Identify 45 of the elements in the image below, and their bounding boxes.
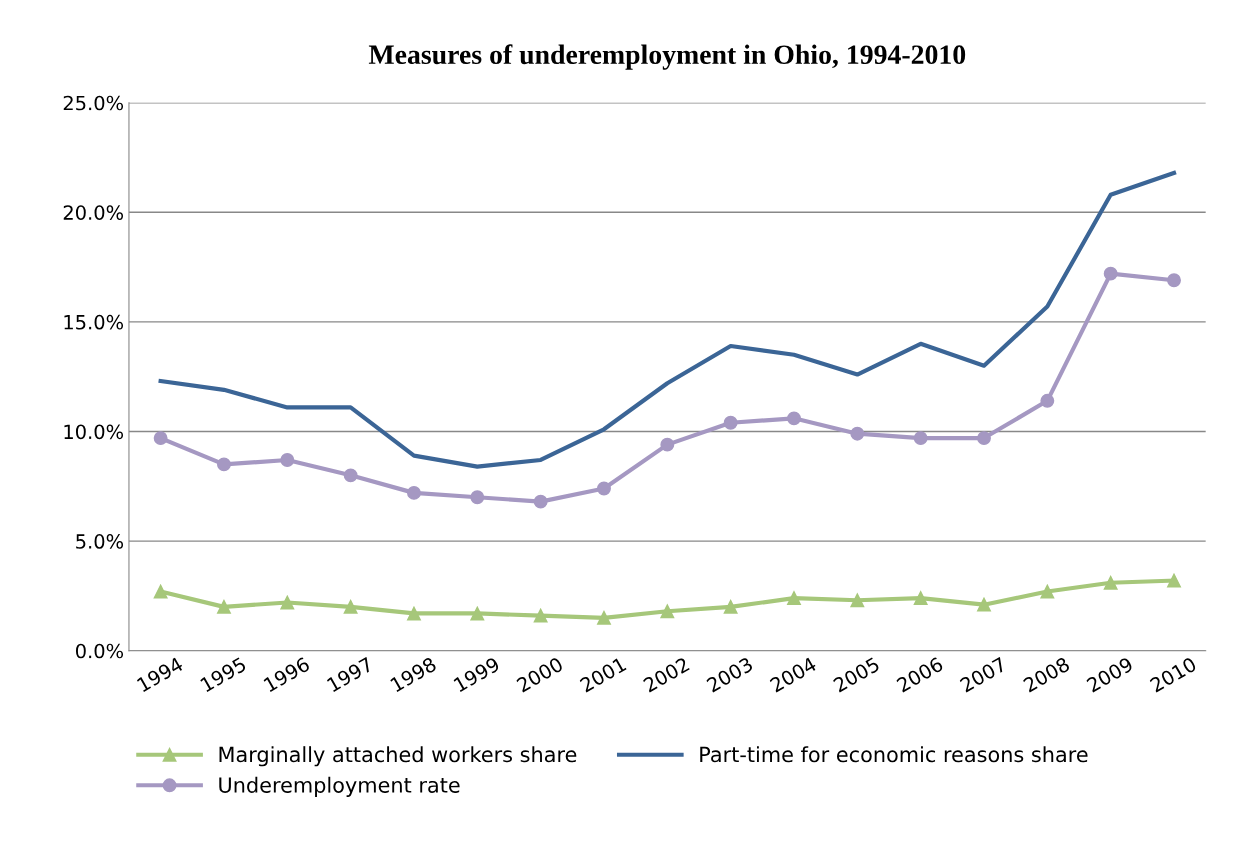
point — [597, 610, 611, 625]
point — [787, 591, 801, 606]
point — [470, 490, 485, 505]
point — [1103, 575, 1118, 590]
point — [660, 604, 675, 619]
legend-label: Underemployment rate — [219, 776, 460, 797]
point — [343, 468, 358, 483]
point — [1040, 584, 1055, 599]
point — [533, 608, 548, 623]
point — [723, 415, 738, 430]
point — [1167, 573, 1181, 588]
point — [407, 606, 421, 621]
y-tick-label: 10.0% — [64, 424, 124, 440]
point — [723, 599, 738, 614]
chart-title: Measures of underemployment in Ohio, 1994-2010 — [368, 44, 966, 70]
legend-label: Part-time for economic reasons share — [700, 746, 1088, 763]
point — [597, 481, 611, 496]
point — [533, 494, 548, 509]
point — [217, 599, 231, 614]
point — [470, 606, 485, 621]
point — [280, 453, 295, 467]
y-tick-label: 25.0% — [63, 95, 124, 111]
point — [850, 593, 865, 608]
point — [217, 457, 231, 472]
point — [787, 411, 801, 426]
point — [913, 431, 928, 446]
point — [913, 591, 928, 606]
point — [977, 597, 991, 612]
legend-label: Marginally attached workers share — [219, 746, 577, 767]
point — [1040, 393, 1055, 408]
point — [660, 437, 675, 452]
point — [1167, 273, 1181, 288]
point — [343, 599, 358, 614]
point — [153, 584, 168, 599]
point — [407, 485, 421, 500]
point — [1103, 266, 1118, 281]
point — [977, 431, 991, 446]
y-tick-label: 0.0% — [75, 643, 124, 659]
y-tick-label: 5.0% — [76, 534, 124, 549]
point — [153, 431, 168, 446]
line-series — [158, 170, 1177, 469]
point — [280, 595, 295, 610]
y-tick-label: 20.0% — [63, 205, 124, 220]
y-tick-label: 15.0% — [64, 314, 124, 330]
point — [850, 426, 865, 441]
